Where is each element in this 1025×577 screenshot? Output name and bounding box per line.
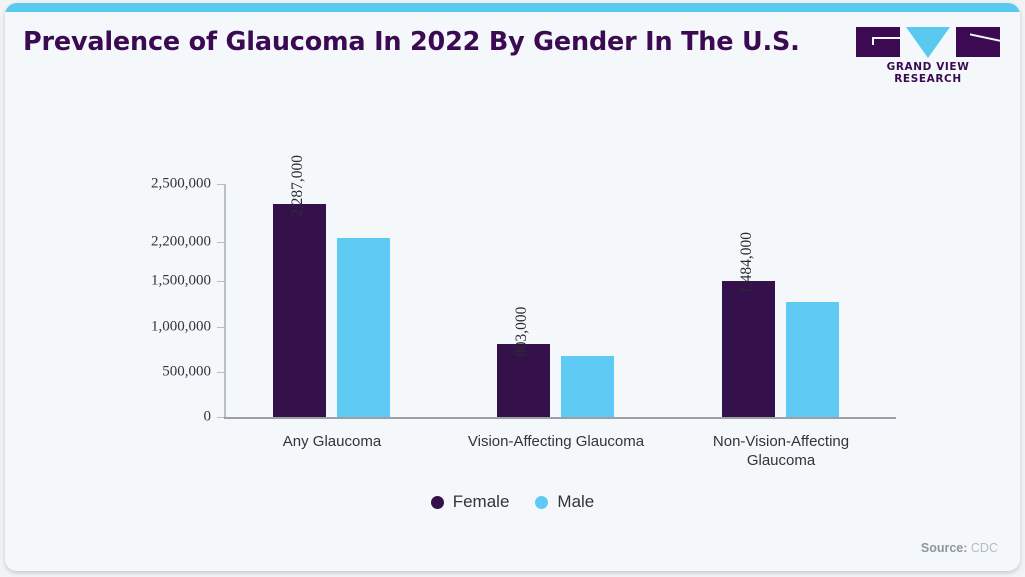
bar-chart-plot: 2,500,000 2,200,000 1,500,000 1,000,000 500,… [5,3,1020,571]
source-value: CDC [970,541,998,555]
y-axis-tick-label: 1,000,000 [151,318,211,335]
chart-card: Prevalence of Glaucoma In 2022 By Gender… [5,3,1020,571]
y-axis-tick-label: 2,200,000 [151,233,211,250]
legend-item-male[interactable]: Male [535,492,594,512]
x-axis-category-label: Vision-Affecting Glaucoma [467,433,645,450]
source-label: Source: [920,541,968,555]
x-axis-line [224,417,896,419]
source-note: Source: CDC [921,541,998,555]
legend-swatch-female-icon [430,495,444,509]
bar-male[interactable] [786,302,839,417]
grand-view-research-logo: GRAND VIEW RESEARCH [856,27,1000,85]
legend-swatch-male-icon [535,495,549,509]
bar-female[interactable] [497,344,550,417]
legend-item-female[interactable]: Female [430,492,510,512]
x-axis-category-label: Non-Vision-Affecting Glaucoma [712,433,850,470]
y-axis-tick-mark [217,372,224,373]
legend-label: Female [452,492,510,511]
y-axis-tick-label: 2,500,000 [151,175,211,192]
bar-value-label: 2,287,000 [289,155,306,217]
logo-letter-v-triangle-icon [906,27,950,58]
x-axis-category-label: Any Glaucoma [282,433,382,450]
y-axis-tick-label: 0 [203,408,212,425]
logo-letter-g-icon [856,27,900,57]
legend-label: Male [557,492,595,511]
bar-value-label: 1,484,000 [738,232,755,294]
y-axis-tick-label: 500,000 [162,363,211,380]
y-axis-tick-mark [217,242,224,243]
bar-female[interactable] [722,281,775,417]
y-axis-tick-mark [217,327,224,328]
accent-top-bar [5,3,1020,12]
bar-male[interactable] [561,356,614,417]
logo-marks [856,27,1000,58]
chart-legend: Female Male [5,492,1020,512]
logo-letter-r-icon [956,27,1000,57]
bar-female[interactable] [273,204,326,417]
y-axis-tick-label: 1,500,000 [151,272,211,289]
bar-male[interactable] [337,238,390,417]
y-axis-tick-mark [217,417,224,418]
y-axis-line [224,184,226,417]
y-axis-tick-mark [217,184,224,185]
page-title: Prevalence of Glaucoma In 2022 By Gender… [23,27,800,57]
bar-value-label: 803,000 [513,306,530,357]
y-axis-tick-mark [217,281,224,282]
logo-wordmark: GRAND VIEW RESEARCH [886,61,970,85]
